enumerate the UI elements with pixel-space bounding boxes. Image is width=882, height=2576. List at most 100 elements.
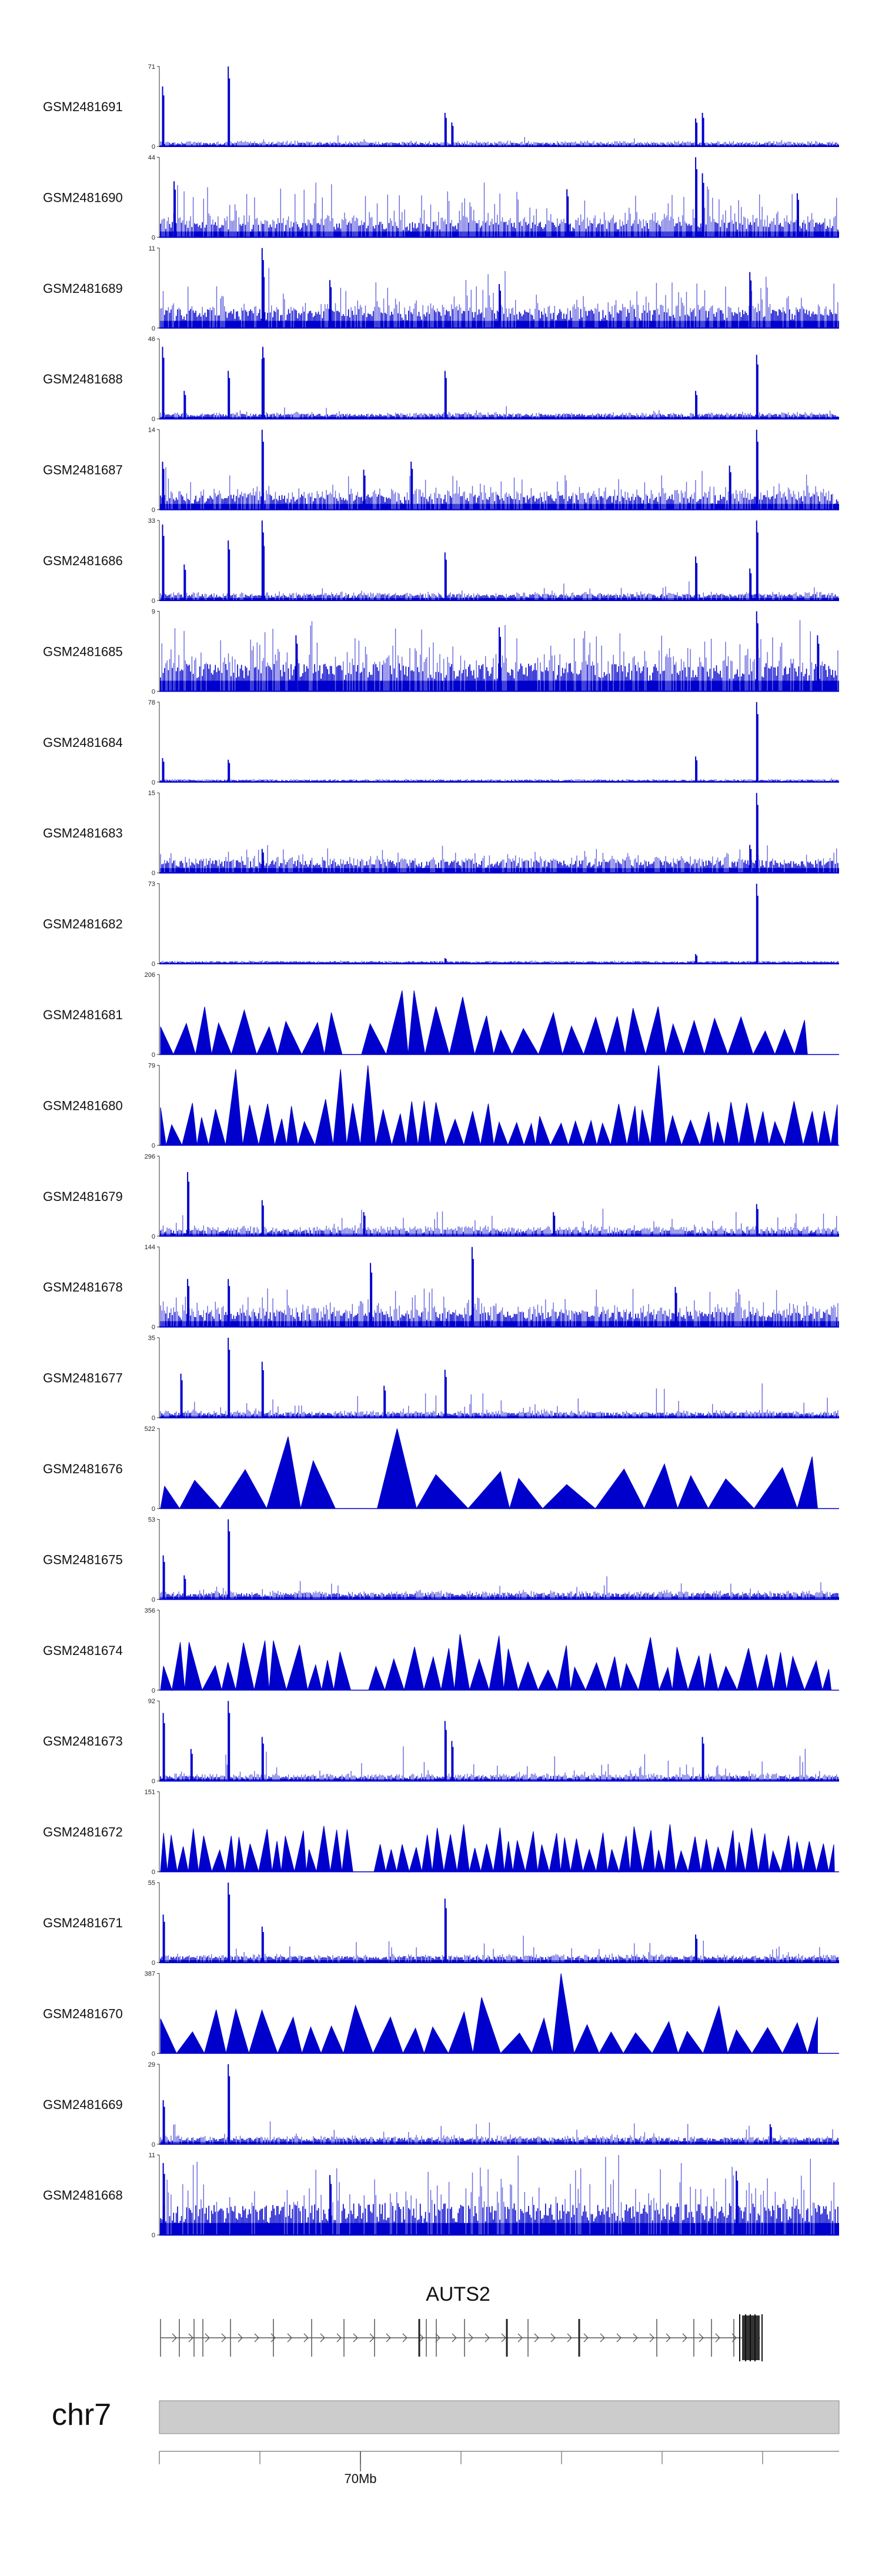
signal-bars — [160, 222, 838, 238]
track-label: GSM2481686 — [43, 553, 123, 568]
y-max-label: 44 — [148, 154, 155, 161]
y-min-label: 0 — [152, 2232, 155, 2239]
y-max-label: 11 — [149, 245, 155, 252]
track-GSM2481683: GSM2481683 15 0 — [43, 790, 839, 877]
y-min-label: 0 — [152, 1596, 155, 1603]
y-max-label: 46 — [148, 336, 155, 343]
signal-spikes — [160, 1288, 838, 1327]
signal-peaks — [444, 883, 759, 964]
signal-peaks — [162, 1883, 698, 1963]
y-max-label: 387 — [145, 1970, 155, 1977]
y-max-label: 9 — [152, 608, 155, 615]
track-GSM2481668: GSM2481668 11 0 — [43, 2152, 839, 2239]
track-GSM2481675: GSM2481675 53 0 — [43, 1516, 839, 1603]
y-min-label: 0 — [152, 1233, 155, 1240]
track-label: GSM2481683 — [43, 826, 123, 840]
y-max-label: 79 — [148, 1062, 155, 1069]
track-GSM2481676: GSM2481676 522 0 — [43, 1426, 839, 1513]
y-max-label: 55 — [148, 1880, 155, 1887]
signal-peaks — [261, 793, 759, 873]
signal-peaks — [162, 2163, 739, 2235]
signal-peaks — [162, 1519, 230, 1600]
track-GSM2481691: GSM2481691 71 0 — [43, 64, 839, 151]
signal-spikes — [160, 268, 838, 328]
signal-spikes — [160, 1576, 831, 1600]
y-min-label: 0 — [152, 961, 155, 968]
track-label: GSM2481671 — [43, 1916, 123, 1930]
gene-track: AUTS2 — [160, 2283, 763, 2361]
track-GSM2481682: GSM2481682 73 0 — [43, 881, 839, 968]
y-min-label: 0 — [152, 688, 155, 695]
y-max-label: 33 — [148, 518, 155, 525]
y-max-label: 14 — [148, 427, 155, 434]
y-max-label: 29 — [148, 2061, 155, 2068]
track-GSM2481679: GSM2481679 296 0 — [43, 1153, 839, 1240]
y-max-label: 71 — [148, 64, 155, 71]
signal-spikes — [166, 2155, 834, 2235]
y-min-label: 0 — [152, 870, 155, 877]
track-label: GSM2481668 — [43, 2188, 123, 2203]
signal-area — [160, 1973, 818, 2055]
y-min-label: 0 — [152, 598, 155, 605]
track-label: GSM2481676 — [43, 1461, 123, 1476]
signal-spikes — [164, 1746, 837, 1781]
y-min-label: 0 — [152, 779, 155, 786]
y-max-label: 296 — [145, 1153, 155, 1160]
signal-peaks — [162, 429, 759, 510]
signal-spikes — [160, 581, 833, 600]
y-max-label: 151 — [145, 1789, 155, 1796]
signal-bars — [160, 1229, 838, 1236]
track-label: GSM2481677 — [43, 1371, 123, 1386]
track-label: GSM2481681 — [43, 1007, 123, 1022]
y-min-label: 0 — [152, 1687, 155, 1694]
signal-bars — [164, 309, 837, 328]
track-label: GSM2481674 — [43, 1643, 123, 1658]
y-min-label: 0 — [152, 1869, 155, 1876]
track-label: GSM2481669 — [43, 2097, 123, 2112]
signal-bars — [160, 663, 837, 692]
track-label: GSM2481679 — [43, 1189, 123, 1204]
signal-bars — [160, 1776, 838, 1781]
track-label: GSM2481690 — [43, 190, 123, 205]
signal-area — [160, 1065, 838, 1147]
signal-bars — [161, 413, 838, 419]
signal-bars — [160, 494, 838, 510]
track-label: GSM2481670 — [43, 2006, 123, 2021]
y-max-label: 73 — [148, 881, 155, 888]
signal-bars — [160, 1956, 838, 1963]
track-GSM2481684: GSM2481684 78 0 — [43, 699, 839, 786]
track-label: GSM2481687 — [43, 463, 123, 478]
track-GSM2481680: GSM2481680 79 0 — [43, 1062, 839, 1149]
gene-coding-exons — [418, 2319, 580, 2357]
track-GSM2481687: GSM2481687 14 0 — [43, 427, 839, 514]
y-min-label: 0 — [152, 1142, 155, 1149]
signal-peaks — [162, 346, 759, 419]
y-min-label: 0 — [152, 2050, 155, 2057]
chromosome-ideogram — [159, 2400, 840, 2434]
y-min-label: 0 — [152, 234, 155, 241]
chromosome-label: chr7 — [52, 2398, 111, 2432]
ideogram-track: chr7 — [52, 2398, 840, 2434]
track-GSM2481689: GSM2481689 11 0 — [43, 245, 839, 332]
y-min-label: 0 — [152, 1324, 155, 1331]
signal-peaks — [162, 1701, 704, 1781]
y-min-label: 0 — [152, 1778, 155, 1785]
y-min-label: 0 — [152, 507, 155, 514]
signal-spikes — [165, 778, 834, 782]
track-GSM2481669: GSM2481669 29 0 — [43, 2061, 839, 2148]
track-GSM2481678: GSM2481678 144 0 — [43, 1244, 839, 1331]
y-max-label: 522 — [145, 1426, 155, 1433]
y-max-label: 11 — [149, 2152, 155, 2159]
track-label: GSM2481675 — [43, 1552, 123, 1567]
signal-bars — [161, 2137, 838, 2144]
signal-peaks — [162, 2064, 772, 2144]
track-GSM2481670: GSM2481670 387 0 — [43, 1970, 839, 2057]
y-max-label: 206 — [145, 972, 155, 979]
signal-peaks — [261, 248, 752, 328]
track-GSM2481685: GSM2481685 9 0 — [43, 608, 839, 695]
signal-spikes — [161, 182, 837, 238]
track-label: GSM2481672 — [43, 1825, 123, 1840]
track-label: GSM2481691 — [43, 99, 123, 114]
signal-bars — [161, 594, 838, 600]
